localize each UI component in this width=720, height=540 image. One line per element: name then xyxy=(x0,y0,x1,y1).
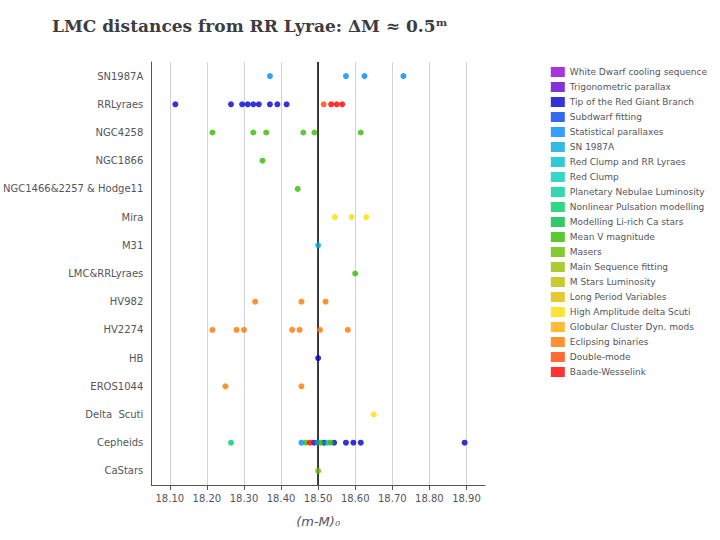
svg-text:Double-mode: Double-mode xyxy=(570,352,631,362)
svg-text:LMC distances from RR Lyrae: Δ: LMC distances from RR Lyrae: ΔM ≈ 0.5ᵐ xyxy=(52,16,448,36)
svg-text:18.80: 18.80 xyxy=(415,493,444,504)
svg-text:18.40: 18.40 xyxy=(267,493,296,504)
svg-text:High Amplitude delta Scuti: High Amplitude delta Scuti xyxy=(570,307,691,317)
svg-text:Red Clump and RR Lyraes: Red Clump and RR Lyraes xyxy=(570,157,686,167)
svg-text:18.60: 18.60 xyxy=(341,493,370,504)
svg-text:Planetary Nebulae Luminosity: Planetary Nebulae Luminosity xyxy=(570,187,705,197)
svg-text:SN1987A: SN1987A xyxy=(97,71,143,82)
svg-text:CaStars: CaStars xyxy=(104,465,143,476)
svg-text:Mean V magnitude: Mean V magnitude xyxy=(570,232,656,242)
svg-text:HV2274: HV2274 xyxy=(103,324,143,335)
svg-text:Delta Scuti: Delta Scuti xyxy=(85,409,143,420)
svg-text:Baade-Wesselink: Baade-Wesselink xyxy=(570,367,647,377)
svg-text:Red Clump: Red Clump xyxy=(570,172,619,182)
svg-text:Long Period Variables: Long Period Variables xyxy=(570,292,667,302)
svg-text:(m-M)₀: (m-M)₀ xyxy=(296,514,341,529)
svg-text:Globular Cluster Dyn. mods: Globular Cluster Dyn. mods xyxy=(570,322,694,332)
svg-text:18.70: 18.70 xyxy=(378,493,407,504)
svg-text:18.30: 18.30 xyxy=(230,493,259,504)
svg-text:Mira: Mira xyxy=(122,212,144,223)
svg-text:Nonlinear Pulsation modelling: Nonlinear Pulsation modelling xyxy=(570,202,704,212)
svg-text:Main Sequence fitting: Main Sequence fitting xyxy=(570,262,668,272)
svg-text:EROS1044: EROS1044 xyxy=(90,381,143,392)
svg-text:M Stars Luminosity: M Stars Luminosity xyxy=(570,277,656,287)
svg-text:Masers: Masers xyxy=(570,247,602,257)
svg-text:18.20: 18.20 xyxy=(193,493,222,504)
svg-text:Subdwarf fitting: Subdwarf fitting xyxy=(570,112,642,122)
svg-text:NGC1466&2257 & Hodge11: NGC1466&2257 & Hodge11 xyxy=(3,183,143,194)
svg-text:NGC1866: NGC1866 xyxy=(96,155,144,166)
svg-text:18.90: 18.90 xyxy=(452,493,481,504)
svg-text:Cepheids: Cepheids xyxy=(97,437,143,448)
svg-text:Tip of the Red Giant Branch: Tip of the Red Giant Branch xyxy=(569,97,694,107)
svg-text:HB: HB xyxy=(129,353,144,364)
svg-text:18.50: 18.50 xyxy=(304,493,333,504)
svg-text:HV982: HV982 xyxy=(110,296,143,307)
svg-text:18.10: 18.10 xyxy=(155,493,184,504)
svg-text:Modelling Li-rich Ca stars: Modelling Li-rich Ca stars xyxy=(570,217,684,227)
svg-text:White Dwarf cooling sequence: White Dwarf cooling sequence xyxy=(570,67,708,77)
svg-text:Eclipsing binaries: Eclipsing binaries xyxy=(570,337,649,347)
svg-text:NGC4258: NGC4258 xyxy=(96,127,144,138)
svg-text:M31: M31 xyxy=(122,240,143,251)
svg-text:LMC&RRLyraes: LMC&RRLyraes xyxy=(68,268,143,279)
svg-text:Statistical parallaxes: Statistical parallaxes xyxy=(570,127,664,137)
svg-text:SN 1987A: SN 1987A xyxy=(570,142,615,152)
svg-text:RRLyraes: RRLyraes xyxy=(97,99,143,110)
svg-text:Trigonometric parallax: Trigonometric parallax xyxy=(569,82,672,92)
